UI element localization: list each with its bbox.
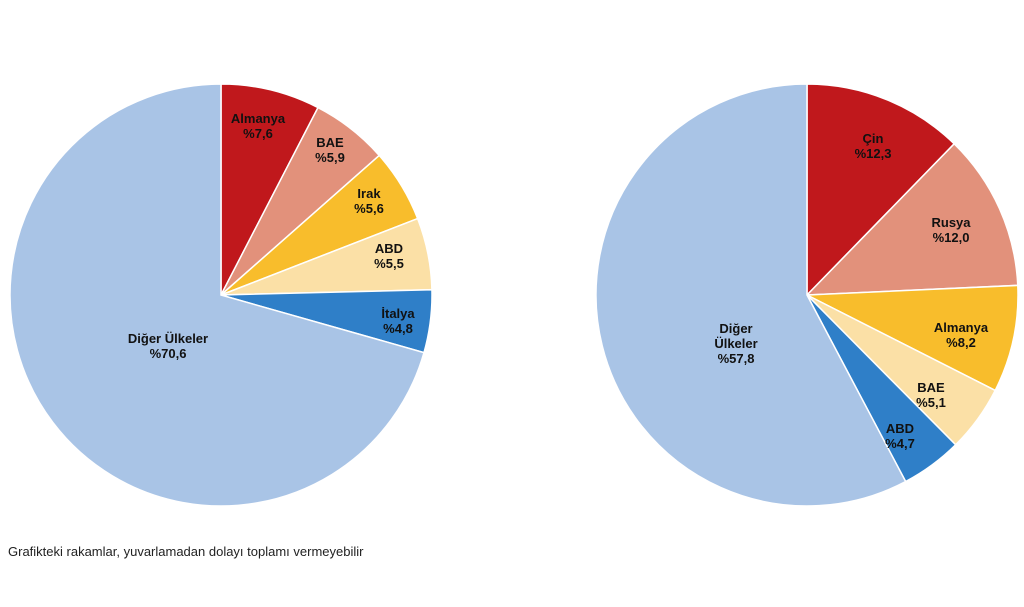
slice-label: Diğer Ülkeler %57,8 xyxy=(714,321,757,366)
slice-label: Almanya %8,2 xyxy=(934,320,989,350)
pie-slice-diğer-ülkeler xyxy=(9,83,425,507)
pie-slice-diğer-ülkeler xyxy=(595,83,907,507)
slice-label: Diğer Ülkeler %70,6 xyxy=(128,331,208,361)
pie-chart-left: Almanya %7,6 BAE %5,9 Irak %5,6 ABD %5,5 İtalya%… xyxy=(9,83,433,507)
slice-label: ABD %4,7 xyxy=(885,421,915,451)
footnote: Grafikteki rakamlar, yuvarlamadan dolayı… xyxy=(8,544,364,559)
slice-label: Irak %5,6 xyxy=(354,186,384,216)
pie-slice-çin xyxy=(806,83,956,297)
slice-label: İtalya %4,8 xyxy=(381,306,415,336)
slice-label: BAE %5,1 xyxy=(916,380,946,410)
pie-slice-rusya xyxy=(805,142,1019,296)
pie-chart-right: Çin %12,3 Rusya %12,0 Almanya %8,2 BAE %5,1ABD%… xyxy=(595,83,1019,507)
pie-slice-almanya xyxy=(220,83,319,296)
slice-label: BAE %5,9 xyxy=(315,135,345,165)
slice-label: Rusya %12,0 xyxy=(931,215,971,245)
slice-label: Çin %12,3 xyxy=(855,131,892,161)
slice-label: ABD %5,5 xyxy=(374,241,404,271)
slice-label: Almanya %7,6 xyxy=(231,111,286,141)
pie-slice-almanya xyxy=(804,284,1019,392)
